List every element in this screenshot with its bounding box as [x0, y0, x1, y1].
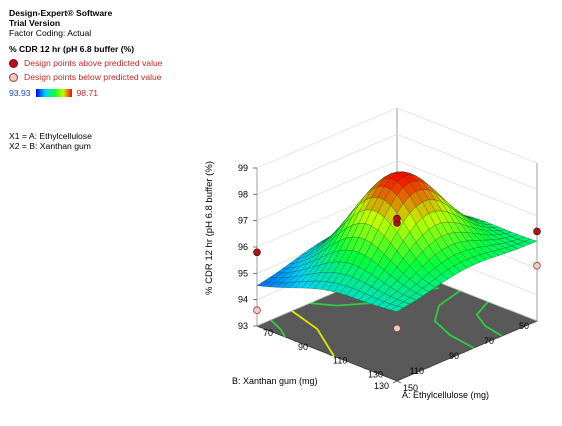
factor-x1: X1 = A: Ethylcellulose [9, 131, 92, 141]
color-scale-min: 93.93 [9, 88, 31, 98]
y-tick-label: 70 [484, 336, 494, 346]
color-scale-max: 98.71 [76, 88, 99, 98]
z-tick-label: 99 [238, 163, 248, 173]
y-tick [427, 365, 433, 369]
x-tick [396, 380, 402, 384]
below-marker-icon [9, 72, 18, 82]
z-axis-label: % CDR 12 hr (pH 6.8 buffer (%) [204, 161, 215, 295]
axes: 93 94 95 96 97 98 99 50 70 90 110 130 70 90 110 130 150 [238, 163, 538, 393]
y-tick [462, 350, 468, 354]
x-tick [291, 339, 297, 343]
y-tick-label: 110 [410, 366, 424, 376]
above-marker-icon [9, 58, 18, 68]
contour-line [270, 319, 286, 338]
x-tick-label: 130 [368, 369, 383, 379]
x-tick [326, 353, 332, 356]
z-tick-label: 97 [238, 216, 248, 226]
response-title: % CDR 12 hr (pH 6.8 buffer (%) [9, 44, 135, 54]
info-panel: Design-Expert® Software Trial Version Fa… [9, 8, 163, 151]
x-tick [256, 325, 262, 329]
contour-line [475, 301, 503, 337]
z-tick-label: 94 [238, 295, 248, 305]
y-tick [392, 380, 398, 384]
y-tick-label: 90 [449, 351, 459, 361]
version-label: Trial Version [9, 18, 61, 28]
design-point-above [253, 248, 261, 257]
x-tick-label: 150 [403, 383, 418, 393]
z-tick-label: 95 [238, 268, 248, 278]
y-tick [532, 320, 538, 324]
surface-cell [390, 305, 404, 312]
design-point-below [533, 261, 541, 270]
factor-x2: X2 = B: Xanthan gum [9, 141, 91, 151]
floor-plane [255, 265, 539, 382]
z-gridline [256, 160, 538, 221]
response-surface [256, 171, 538, 312]
y-tick [497, 335, 503, 339]
legend-below: Design points below predicted value [9, 72, 163, 82]
z-gridline [256, 134, 538, 195]
design-points [253, 214, 541, 333]
x-tick-label: 90 [298, 342, 308, 352]
z-gridline [256, 107, 538, 169]
software-title: Design-Expert® Software [9, 8, 113, 18]
color-scale: 93.93 98.71 [9, 88, 163, 98]
z-tick-label: 98 [238, 189, 248, 199]
y-tick-label: 130 [374, 381, 389, 391]
design-point-below [393, 324, 401, 333]
design-point-above [393, 214, 401, 223]
legend-below-label: Design points below predicted value [24, 72, 162, 82]
x-tick-label: 110 [333, 356, 347, 366]
x-tick-label: 70 [263, 328, 273, 338]
color-gradient-bar [35, 89, 72, 97]
contour-line [291, 310, 335, 357]
z-tick-label: 93 [238, 321, 248, 331]
design-point-below [253, 306, 261, 315]
legend-above-label: Design points above predicted value [24, 58, 163, 68]
factor-coding: Factor Coding: Actual [9, 28, 92, 38]
y-tick-label: 50 [519, 321, 529, 331]
contour-line [433, 290, 475, 349]
y-axis-label: B: Xanthan gum (mg) [232, 376, 318, 386]
legend-above: Design points above predicted value [9, 58, 163, 68]
z-tick-label: 96 [238, 242, 248, 252]
design-point-above [533, 227, 541, 236]
x-tick [361, 366, 367, 370]
x-axis-label: A: Ethylcellulose (mg) [402, 390, 489, 400]
